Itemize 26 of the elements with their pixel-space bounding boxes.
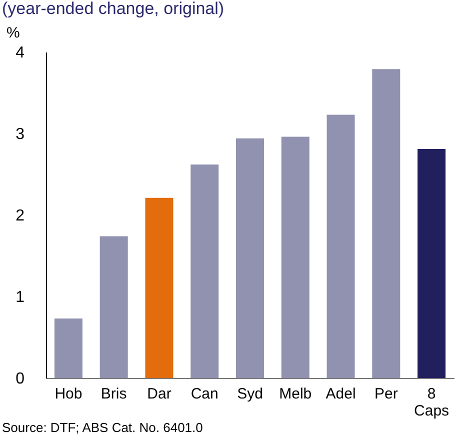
y-tick-label: 4: [16, 44, 25, 62]
x-tick-label: Adel: [326, 386, 356, 402]
bar: [326, 114, 355, 378]
x-tick-label: Per: [374, 386, 398, 402]
x-tick-label: Syd: [237, 386, 263, 402]
y-tick-label: 1: [16, 289, 25, 306]
y-tick-label: 0: [16, 370, 25, 388]
bar: [145, 198, 174, 378]
x-tick-label: Bris: [100, 386, 127, 402]
bar: [281, 136, 310, 378]
bar: [54, 318, 82, 378]
source-note: Source: DTF; ABS Cat. No. 6401.0: [2, 420, 203, 435]
bar: [190, 164, 219, 378]
x-tick-label: Melb: [279, 386, 312, 402]
bar: [100, 236, 128, 378]
y-tick-label: 3: [16, 126, 25, 143]
bar: [236, 138, 264, 378]
chart-title: (year-ended change, original): [2, 0, 224, 18]
bar: [418, 148, 446, 378]
x-tick-label: Hob: [54, 386, 82, 402]
x-tick-label: Dar: [147, 386, 172, 402]
bar: [372, 69, 400, 378]
y-axis-title: %: [6, 24, 20, 42]
x-tick-label: Can: [190, 386, 218, 402]
x-tick-label: 8 Caps: [414, 386, 450, 420]
y-tick-label: 2: [16, 208, 25, 224]
